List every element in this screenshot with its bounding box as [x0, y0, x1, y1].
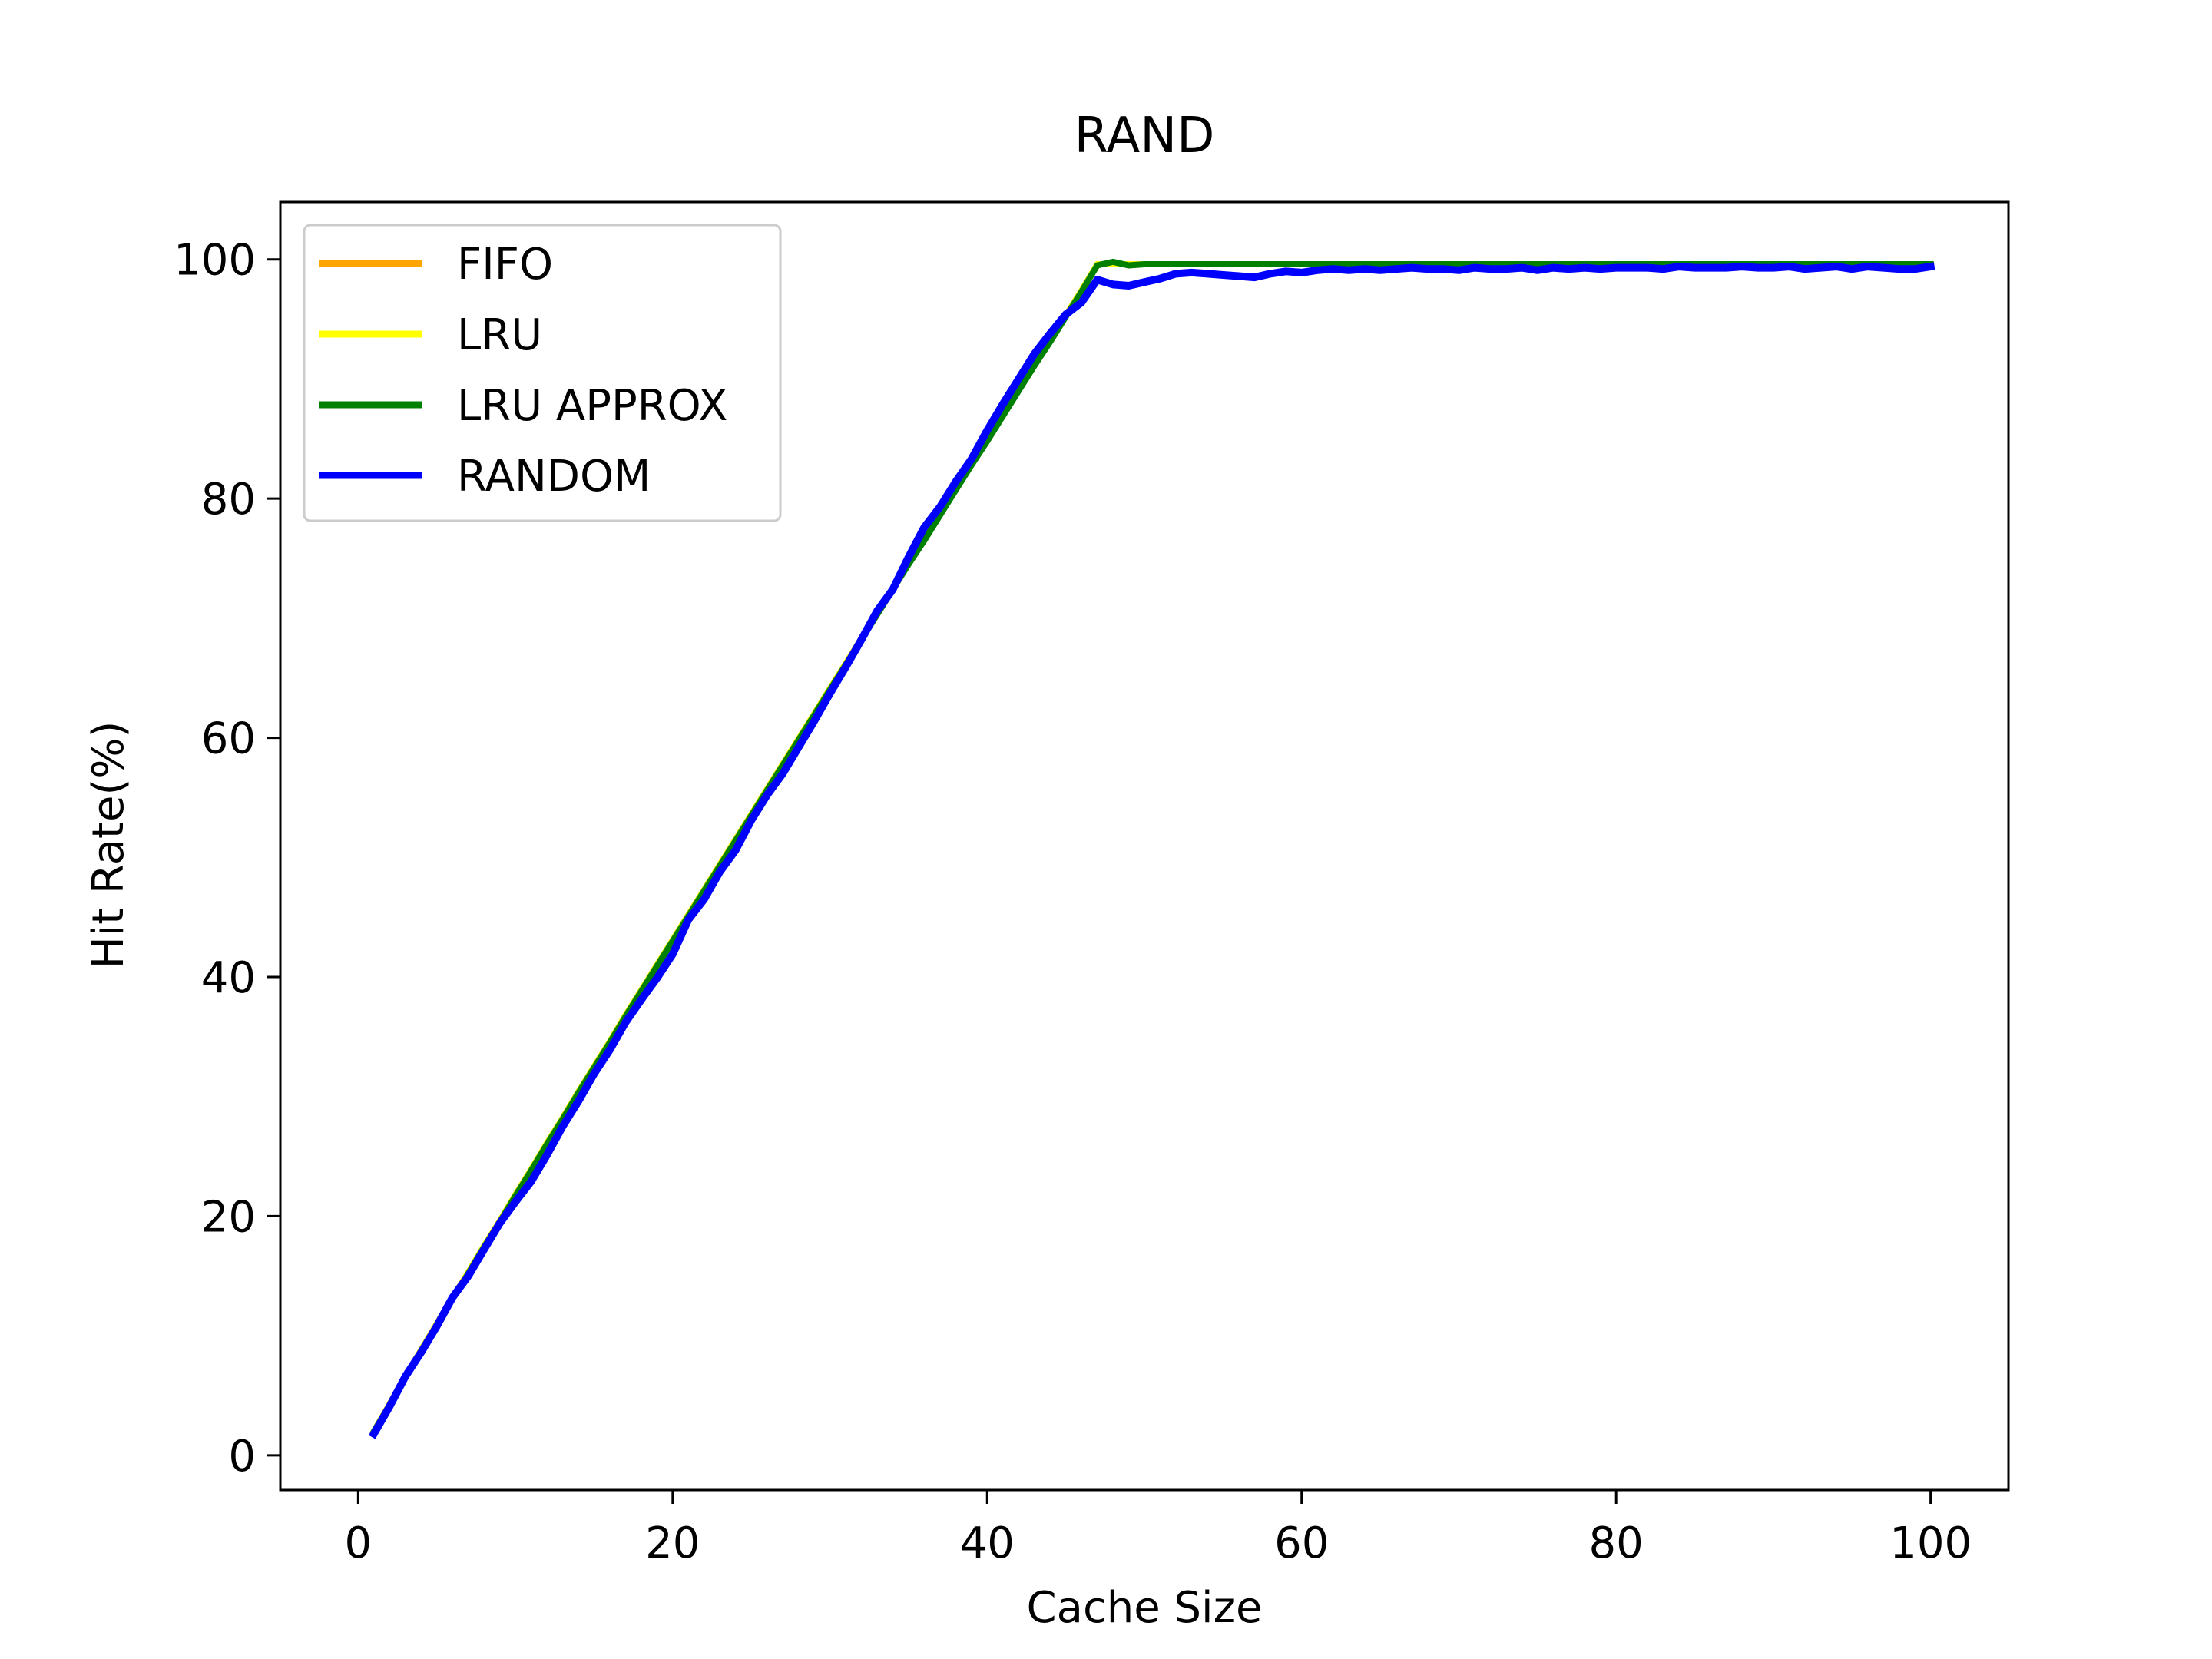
y-tick-label: 100 [174, 236, 256, 286]
x-axis: 0 20 40 60 80 100 [345, 1490, 1972, 1568]
legend-label-fifo: FIFO [457, 240, 553, 290]
x-tick-label: 100 [1889, 1518, 1972, 1568]
y-tick-label: 0 [228, 1432, 256, 1482]
chart-title: RAND [1075, 108, 1215, 164]
legend-box [303, 224, 782, 522]
x-tick-label: 80 [1589, 1518, 1644, 1568]
series-layer [368, 258, 1936, 1439]
y-axis: 0 20 40 60 80 100 [174, 236, 280, 1482]
legend-label-random: RANDOM [457, 452, 651, 502]
x-tick-label: 20 [645, 1518, 700, 1568]
x-tick-label: 60 [1274, 1518, 1329, 1568]
y-tick-label: 20 [201, 1192, 256, 1242]
legend-label-lru: LRU [457, 310, 542, 360]
plot-frame [279, 200, 2010, 1492]
y-tick-label: 80 [201, 475, 256, 525]
x-tick-label: 40 [960, 1518, 1015, 1568]
legend-items: FIFO LRU LRU APPROX RANDOM [319, 240, 728, 502]
y-tick-label: 60 [201, 714, 256, 764]
x-axis-label: Cache Size [1027, 1583, 1263, 1633]
legend: FIFO LRU LRU APPROX RANDOM [303, 224, 782, 522]
y-tick-label: 40 [201, 953, 256, 1003]
x-tick-label: 0 [345, 1518, 373, 1568]
y-axis-label: Hit Rate(%) [84, 721, 134, 969]
legend-label-lru-approx: LRU APPROX [457, 381, 728, 431]
series-line-random [368, 262, 1936, 1439]
